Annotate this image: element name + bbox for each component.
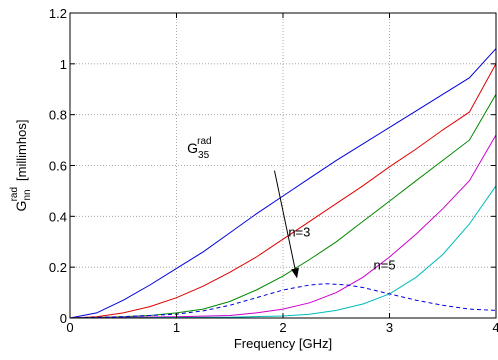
series-line-2 <box>69 63 497 319</box>
y-axis-label: Gnnrad [millimhos] <box>9 120 33 212</box>
svg-text:Gnnrad[millimhos]: Gnnrad [millimhos] <box>9 120 33 212</box>
arrow-annotation-label: G35 rad <box>187 136 211 161</box>
series-layer <box>69 48 497 319</box>
series-line-5 <box>69 185 497 319</box>
arrow-label-sup: rad <box>197 136 211 147</box>
x-tick-label: 3 <box>386 320 393 335</box>
y-tick-label: 1 <box>60 57 67 72</box>
x-axis-label: Frequency [GHz] <box>234 336 332 351</box>
y-axis-label-sup: rad <box>9 187 20 201</box>
y-tick-label: 1.2 <box>49 6 67 21</box>
y-tick-label: 0 <box>60 311 67 326</box>
x-tick-label: 4 <box>492 320 498 335</box>
x-tick-label: 0 <box>66 320 73 335</box>
annotation-label: n=5 <box>374 258 396 273</box>
x-tick-label: 1 <box>173 320 180 335</box>
y-axis-label-units: [millimhos] <box>14 120 29 181</box>
grid <box>70 13 496 318</box>
y-tick-label: 0.8 <box>49 108 67 123</box>
series-line-4 <box>69 134 497 319</box>
series-line-1 <box>69 48 497 319</box>
arrow-label-sub: 35 <box>198 150 210 161</box>
series-line-6 <box>69 283 497 319</box>
x-tick-label: 2 <box>279 320 286 335</box>
y-axis-label-sub: nn <box>22 189 33 200</box>
ticks: 0 1 2 3 4 0 0.2 0.4 0.6 0.8 1 1.2 <box>49 6 498 335</box>
y-tick-label: 0.6 <box>49 159 67 174</box>
y-axis-label-base: G <box>13 201 29 212</box>
annotation-label: n=3 <box>288 225 310 240</box>
svg-text:G35rad: G35 rad <box>187 136 211 161</box>
y-tick-label: 0.4 <box>49 209 67 224</box>
arrow-label-base: G <box>187 140 198 156</box>
y-tick-label: 0.2 <box>49 260 67 275</box>
annotations: n=3 n=5 <box>288 225 395 273</box>
arrow <box>273 170 299 279</box>
